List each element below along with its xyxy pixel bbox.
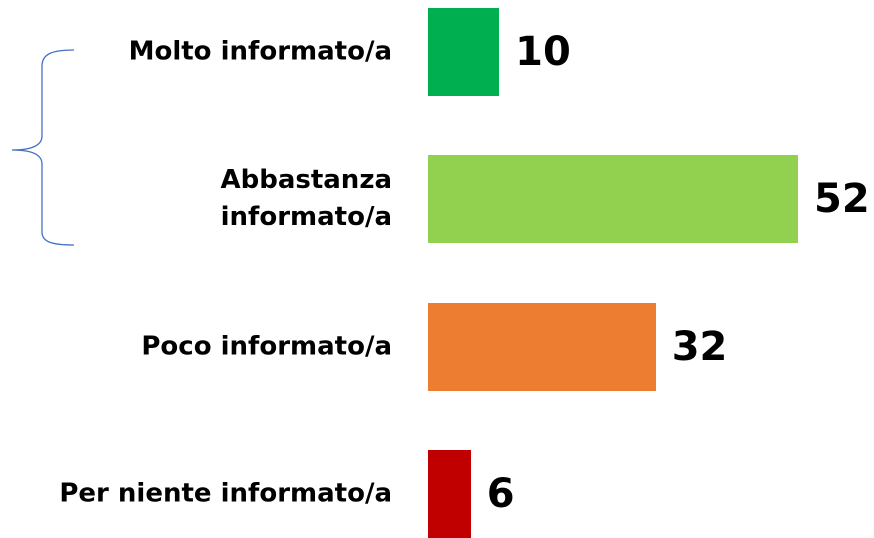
category-label: Per niente informato/a (59, 478, 392, 509)
value-label: 32 (671, 324, 728, 370)
value-label: 10 (515, 29, 571, 75)
bracket (11, 49, 75, 246)
bar (428, 155, 798, 243)
value-label: 6 (486, 471, 515, 517)
bar (428, 303, 656, 391)
bar (428, 8, 500, 96)
value-label: 52 (814, 176, 870, 222)
category-label: Abbastanza informato/a (220, 165, 392, 232)
category-label: Poco informato/a (141, 331, 392, 362)
category-label: Molto informato/a (128, 36, 392, 67)
bar (428, 450, 471, 538)
